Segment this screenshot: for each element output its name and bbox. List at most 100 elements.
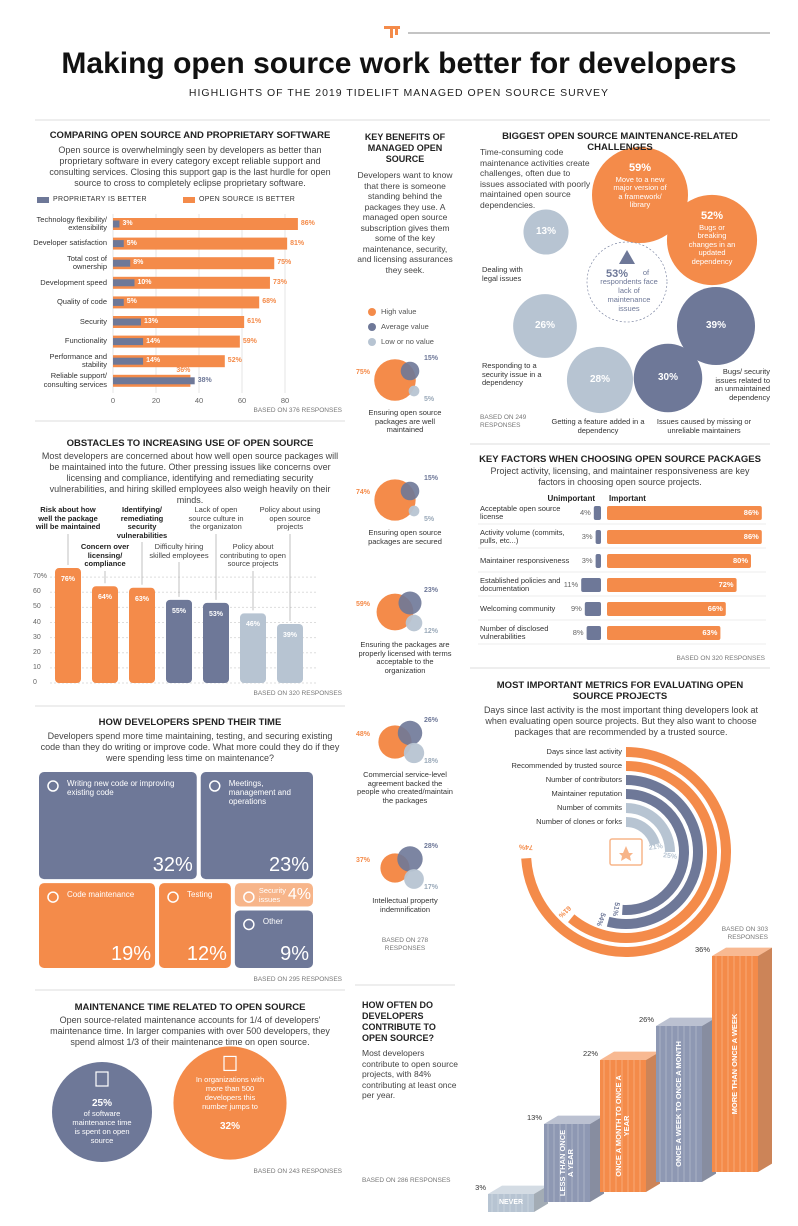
data-label: 13%: [143, 318, 158, 325]
bar: [113, 257, 275, 270]
category-label: Development speed: [40, 277, 107, 287]
bar: [595, 554, 601, 568]
bar-top: [712, 947, 772, 956]
bar-top: [544, 1115, 604, 1124]
bar: [113, 240, 124, 248]
data-label: 75%: [277, 259, 292, 267]
note: BASED ON 376 RESPONSES: [253, 407, 342, 414]
section-title: BIGGEST OPEN SOURCE MAINTENANCE-RELATED …: [502, 131, 738, 153]
data-label: 12%: [424, 628, 439, 635]
bar: [607, 626, 721, 640]
data-label: 5%: [424, 396, 435, 403]
cell-label: Code maintenance: [67, 890, 135, 900]
data-label: 39%: [282, 632, 297, 639]
y-tick-label: 60: [33, 588, 41, 596]
data-label: 28%: [424, 843, 439, 850]
data-label: 37%: [356, 857, 371, 864]
category-label: Difficulty hiring skilled employees: [149, 542, 209, 560]
bubble-label: Bugs/ security issues related to an unma…: [714, 367, 770, 402]
data-label: 75%: [356, 369, 371, 376]
bubble-caption: of software maintenance time is spent on…: [72, 1109, 132, 1145]
legend-label: PROPRIETARY IS BETTER: [53, 196, 147, 203]
cell-icon: [208, 780, 221, 792]
category-label: Concern over licensing/ compliance: [80, 542, 130, 568]
radial-bar: [622, 789, 689, 915]
data-label: 66%: [707, 604, 723, 613]
section-text: Developers want to know that there is so…: [357, 170, 453, 275]
data-label: 86%: [300, 220, 315, 227]
category-label: Lack of open source culture in the organ…: [188, 505, 244, 531]
data-label: 81%: [290, 239, 305, 247]
treemap-cell: [39, 772, 197, 880]
bubble: [400, 481, 420, 501]
y-tick-label: 30: [33, 633, 41, 641]
x-tick-label: 0: [110, 396, 116, 405]
data-label: 86%: [743, 508, 759, 517]
data-label: 36%: [694, 945, 710, 954]
section-title: MAINTENANCE TIME RELATED TO OPEN SOURCE: [74, 1002, 306, 1013]
bubble-label: Responding to a security issue in a depe…: [482, 361, 542, 387]
data-label: 46%: [245, 621, 260, 629]
data-label: 11%: [563, 580, 579, 589]
data-label: 74%: [518, 842, 534, 851]
data-label: 17%: [424, 884, 439, 891]
bubble-value: 26%: [534, 320, 555, 331]
bubble: [676, 286, 756, 366]
category-label: NEVER: [498, 1199, 524, 1206]
data-label: 59%: [242, 337, 257, 345]
bubble: [173, 1046, 287, 1160]
x-tick-label: 20: [151, 396, 161, 405]
bubble: [513, 294, 577, 358]
data-label: 52%: [227, 357, 242, 365]
bubble: [566, 346, 634, 414]
bubble-caption: In organizations with more than 500 deve…: [195, 1075, 265, 1111]
bubble-value: 28%: [589, 374, 610, 385]
bubble-label: Issues caused by missing or unreliable m…: [656, 417, 752, 435]
note: BASED ON 303 RESPONSES: [721, 926, 768, 941]
legend-swatch: [368, 323, 376, 331]
data-label: 48%: [356, 731, 371, 738]
bar-top: [656, 1017, 716, 1026]
bubble-value: 30%: [657, 372, 678, 383]
note: BASED ON 320 RESPONSES: [253, 690, 342, 697]
radial-bar: [521, 747, 731, 957]
note: BASED ON 278 RESPONSES: [381, 937, 429, 952]
category-label: Number of disclosed vulnerabilities: [480, 623, 549, 641]
category-label: Policy about using open source projects: [259, 505, 321, 531]
bar-top: [600, 1051, 660, 1060]
category-label: Number of contributors: [545, 775, 622, 784]
data-label: 38%: [197, 376, 212, 384]
bar: [607, 554, 751, 568]
bubble: [52, 1062, 152, 1162]
data-label: 63%: [134, 595, 149, 603]
cell-icon: [167, 891, 179, 903]
category-label: Ensuring open source packages are secure…: [368, 528, 442, 546]
category-label: Identifying/ remediating security vulner…: [116, 505, 168, 540]
data-label: 86%: [743, 532, 759, 541]
bar: [113, 318, 141, 326]
data-label: 5%: [126, 239, 137, 247]
section-text: Most developers contribute to open sourc…: [362, 1048, 458, 1100]
data-label: 73%: [272, 278, 287, 286]
bar: [581, 578, 601, 592]
bar: [166, 599, 192, 683]
bubble-value: 52%: [700, 209, 724, 222]
bubble: [408, 385, 420, 397]
bar: [113, 338, 144, 346]
y-tick-label: 20: [33, 648, 41, 656]
category-label: Maintainer responsiveness: [480, 555, 570, 565]
section-title: KEY BENEFITS OF MANAGED OPEN SOURCE: [364, 132, 446, 164]
cell-label: Testing: [187, 890, 213, 900]
cell-icon: [243, 891, 255, 903]
column-header: Unimportant: [547, 494, 595, 503]
bubble: [523, 209, 569, 255]
data-label: 72%: [718, 580, 734, 589]
category-label: Risk about how well the package will be …: [35, 505, 101, 531]
legend-swatch: [368, 308, 376, 316]
legend-swatch: [37, 197, 49, 203]
category-label: Commercial service-level agreement backe…: [357, 770, 453, 805]
section-title: KEY FACTORS WHEN CHOOSING OPEN SOURCE PA…: [479, 454, 761, 465]
category-label: Functionality: [64, 336, 107, 346]
data-label: 55%: [171, 607, 186, 615]
